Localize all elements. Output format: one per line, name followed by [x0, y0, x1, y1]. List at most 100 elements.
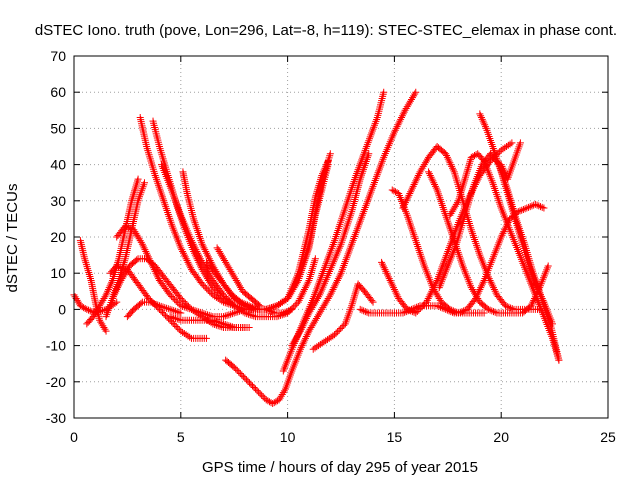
- data-point: [147, 258, 155, 266]
- data-point: [148, 260, 156, 268]
- data-point: [538, 295, 546, 303]
- data-point: [256, 302, 264, 310]
- data-point: [114, 284, 122, 292]
- data-point: [228, 269, 236, 277]
- data-point: [99, 296, 107, 304]
- data-point: [369, 298, 377, 306]
- data-point: [135, 235, 143, 243]
- data-point: [177, 327, 185, 335]
- data-point: [113, 262, 121, 270]
- data-point: [390, 128, 398, 136]
- data-point: [292, 334, 300, 342]
- data-point: [227, 310, 235, 318]
- data-point: [320, 338, 328, 346]
- data-point: [380, 264, 388, 272]
- data-point: [234, 304, 242, 312]
- data-point: [280, 387, 288, 395]
- data-point: [537, 291, 545, 299]
- data-point: [204, 286, 212, 294]
- data-point: [239, 373, 247, 381]
- data-point: [149, 262, 157, 270]
- data-point: [485, 275, 493, 283]
- data-point: [508, 139, 516, 147]
- data-point: [451, 202, 459, 210]
- data-point: [402, 104, 410, 112]
- data-point: [250, 312, 258, 320]
- data-point: [426, 291, 434, 299]
- data-point: [311, 344, 319, 352]
- data-point: [363, 308, 371, 316]
- data-point: [477, 284, 485, 292]
- data-point: [168, 306, 176, 314]
- data-point: [435, 303, 443, 311]
- data-series: [446, 150, 563, 364]
- data-point: [301, 336, 309, 344]
- data-point: [254, 301, 262, 309]
- data-series: [202, 258, 296, 317]
- data-point: [172, 322, 180, 330]
- data-point: [442, 150, 450, 158]
- data-point: [123, 266, 131, 274]
- data-point: [294, 298, 302, 306]
- data-point: [250, 304, 258, 312]
- data-point: [202, 334, 210, 342]
- data-point: [420, 161, 428, 169]
- data-point: [73, 296, 81, 304]
- data-point: [431, 182, 439, 190]
- data-point: [361, 308, 369, 316]
- data-point: [330, 284, 338, 292]
- data-point: [96, 302, 104, 310]
- data-point: [518, 206, 526, 214]
- data-point: [412, 88, 420, 96]
- data-point: [220, 313, 228, 321]
- data-point: [434, 293, 442, 301]
- data-point: [225, 311, 233, 319]
- data-point: [266, 307, 274, 315]
- data-point: [174, 324, 182, 332]
- data-point: [83, 305, 91, 313]
- data-point: [450, 204, 458, 212]
- data-point: [310, 318, 318, 326]
- data-point: [298, 342, 306, 350]
- data-point: [224, 262, 232, 270]
- data-point: [448, 306, 456, 314]
- data-point: [322, 162, 330, 170]
- data-point: [480, 309, 488, 317]
- data-point: [419, 301, 427, 309]
- data-point: [190, 242, 198, 250]
- data-point: [180, 330, 188, 338]
- data-point: [80, 304, 88, 312]
- data-point: [143, 251, 151, 259]
- data-series: [476, 110, 556, 328]
- data-point: [516, 139, 524, 147]
- data-point: [183, 257, 191, 265]
- data-point: [220, 255, 228, 263]
- data-point: [412, 309, 420, 317]
- data-point: [402, 199, 410, 207]
- data-point: [99, 322, 107, 330]
- data-point: [182, 331, 190, 339]
- data-point: [474, 295, 482, 303]
- data-point: [334, 328, 342, 336]
- data-point: [397, 115, 405, 123]
- data-point: [478, 115, 486, 123]
- data-point: [276, 299, 284, 307]
- data-point: [406, 97, 414, 105]
- x-tick-label: 25: [600, 429, 616, 445]
- data-point: [258, 391, 266, 399]
- data-point: [503, 143, 511, 150]
- data-point: [319, 304, 327, 312]
- data-point: [243, 310, 251, 318]
- data-point: [233, 366, 241, 374]
- data-point: [221, 292, 229, 300]
- data-point: [319, 168, 327, 176]
- data-point: [469, 152, 477, 160]
- data-point: [178, 246, 186, 254]
- data-point: [133, 256, 141, 264]
- data-point: [398, 112, 406, 120]
- data-point: [507, 304, 515, 312]
- data-point: [419, 162, 427, 170]
- data-point: [162, 312, 170, 320]
- y-tick-label: -10: [46, 338, 66, 354]
